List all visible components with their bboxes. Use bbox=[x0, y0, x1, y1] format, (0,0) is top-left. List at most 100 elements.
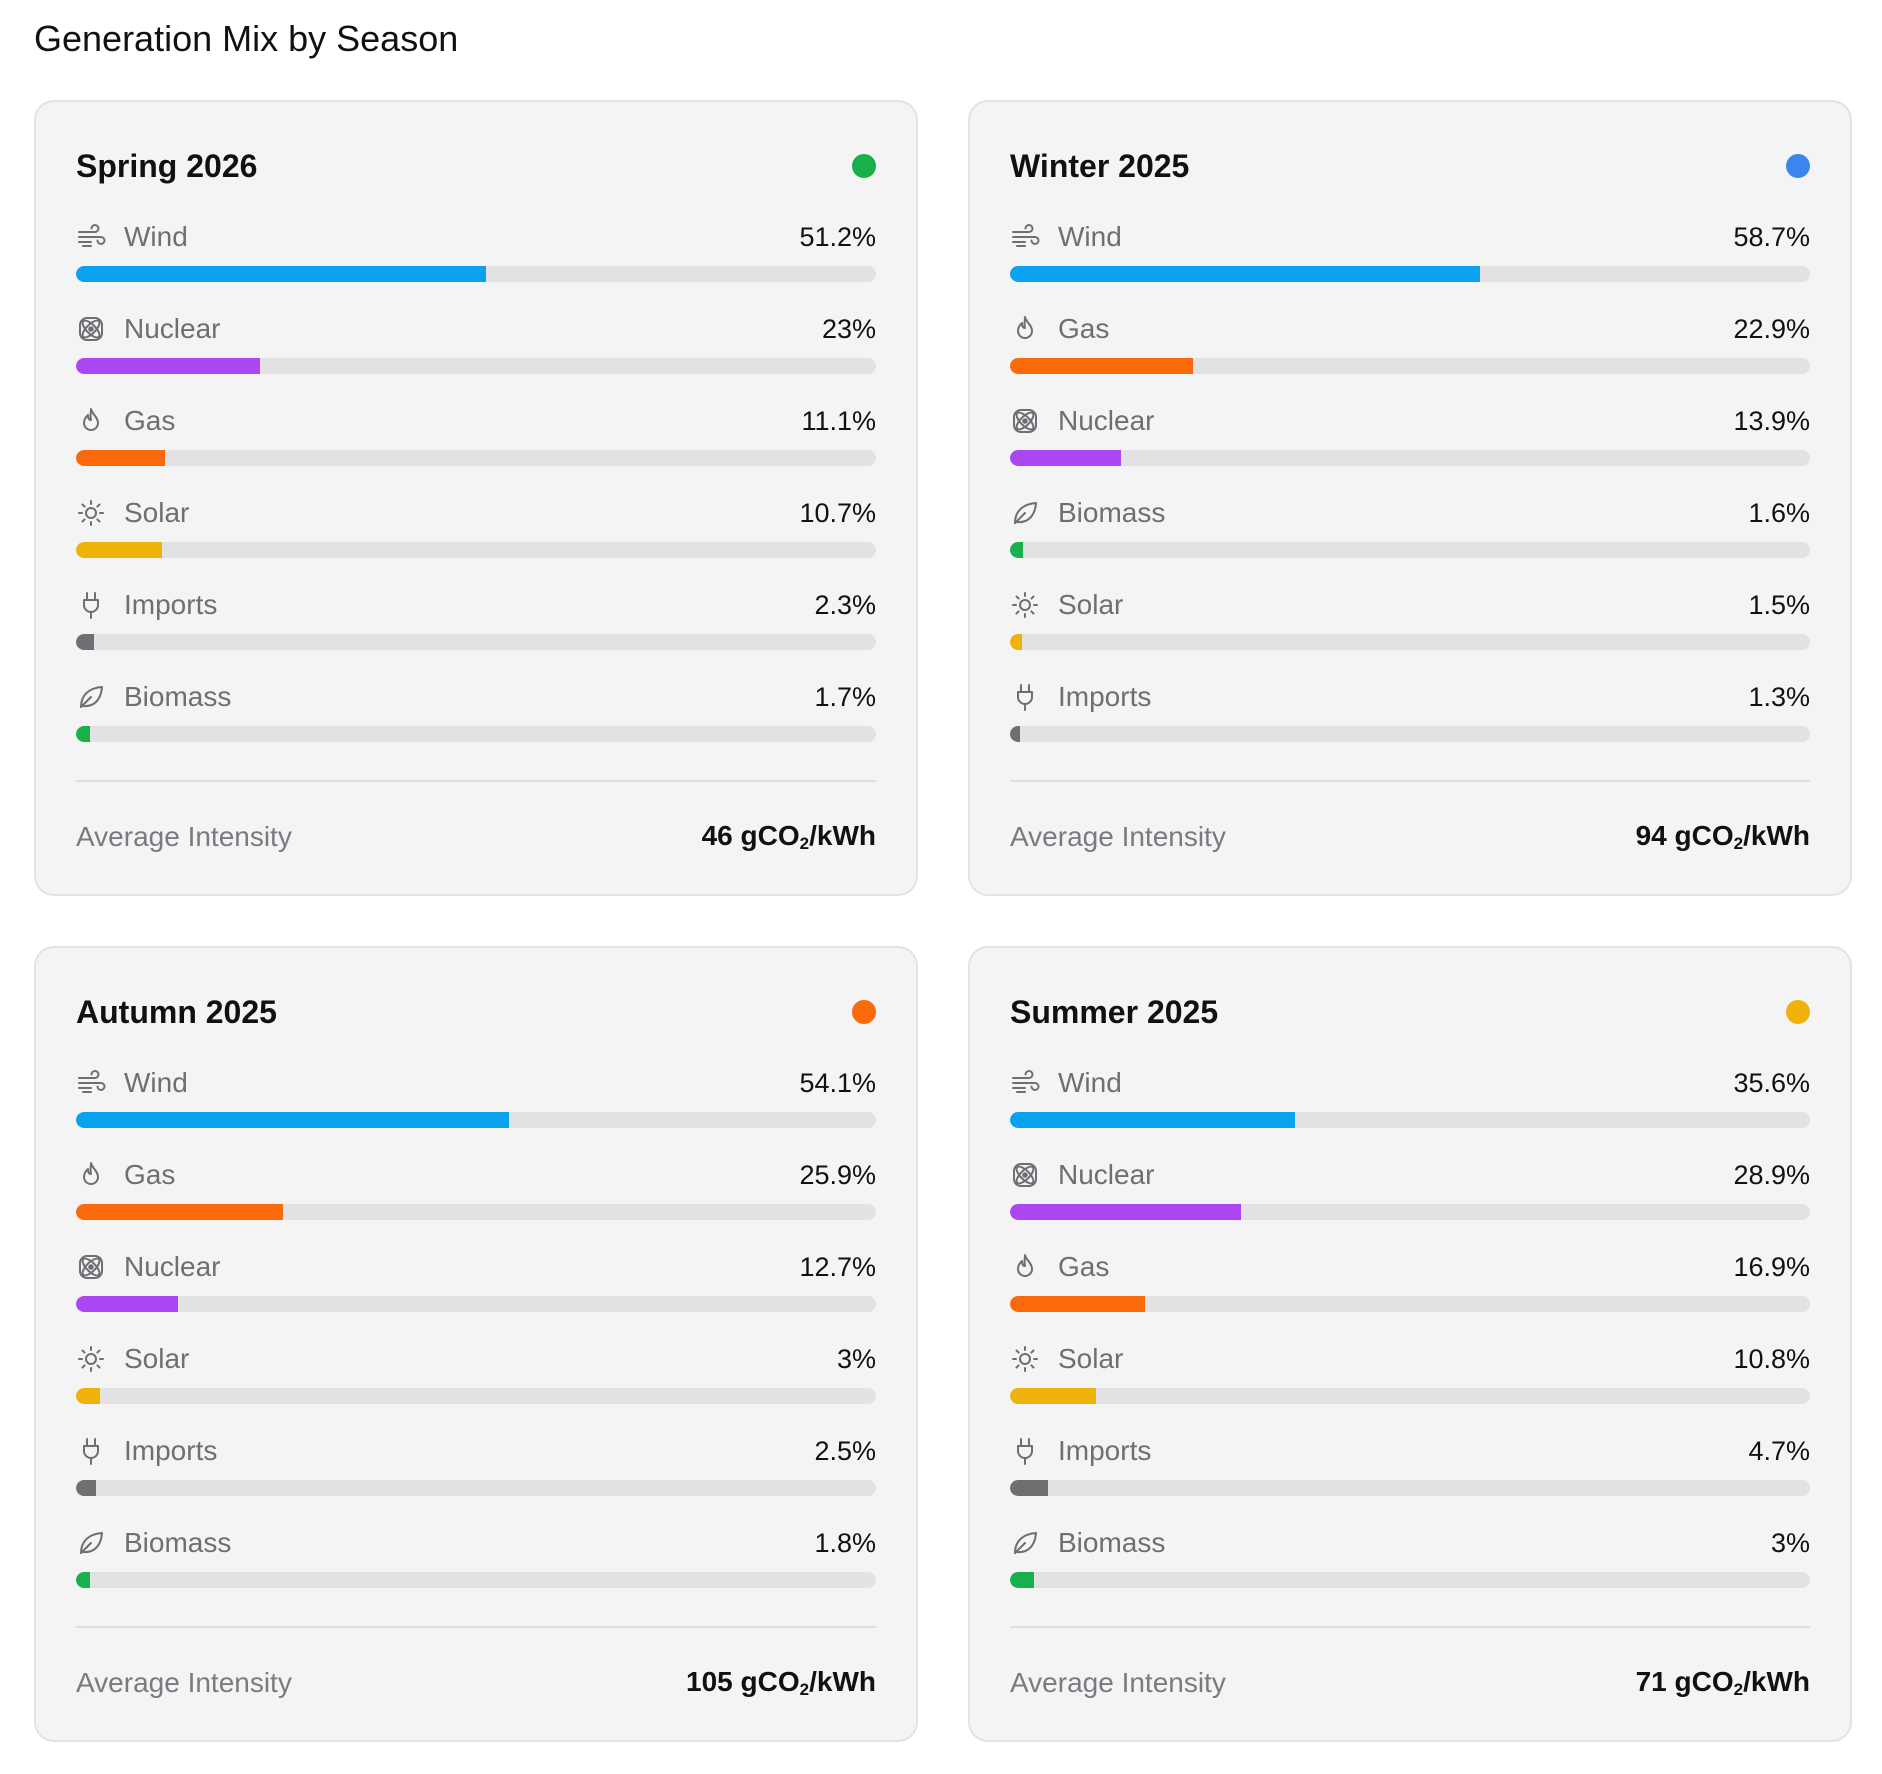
source-value-label: 2.3% bbox=[814, 589, 876, 620]
source-label: Wind bbox=[124, 1067, 188, 1098]
source-label: Nuclear bbox=[124, 1251, 221, 1282]
source-label: Solar bbox=[1058, 589, 1124, 620]
intensity-value: 105 gCO2/kWh bbox=[686, 1666, 876, 1700]
sun-icon bbox=[1010, 590, 1040, 620]
bar-gas bbox=[1010, 358, 1194, 374]
bar-track bbox=[76, 634, 876, 650]
source-label: Biomass bbox=[124, 681, 232, 712]
source-label: Solar bbox=[124, 497, 190, 528]
intensity-footer: Average Intensity 46 gCO2/kWh bbox=[76, 782, 876, 892]
season-card-spring-2026: Spring 2026 Wind 51.2% Nuclear 23% Gas 11.1% So… bbox=[34, 100, 918, 896]
season-status-dot bbox=[852, 154, 876, 178]
sun-icon bbox=[1010, 1344, 1040, 1374]
bar-track bbox=[76, 1204, 876, 1220]
source-value-label: 22.9% bbox=[1733, 313, 1810, 344]
bar-wind bbox=[76, 266, 486, 282]
intensity-unit-subscript: 2 bbox=[799, 834, 810, 853]
intensity-label: Average Intensity bbox=[76, 1667, 292, 1698]
source-row-biomass: Biomass 3% bbox=[1010, 1506, 1810, 1598]
intensity-footer: Average Intensity 94 gCO2/kWh bbox=[1010, 782, 1810, 892]
bar-gas bbox=[76, 1204, 284, 1220]
bar-biomass bbox=[76, 1572, 91, 1588]
bar-nuclear bbox=[1010, 450, 1122, 466]
bar-track bbox=[1010, 1112, 1810, 1128]
source-label: Nuclear bbox=[1058, 1159, 1155, 1190]
source-row-nuclear: Nuclear 12.7% bbox=[76, 1230, 876, 1322]
bar-track bbox=[1010, 542, 1810, 558]
source-label: Imports bbox=[1058, 681, 1152, 712]
intensity-unit-suffix: /kWh bbox=[1743, 820, 1810, 851]
atom-icon bbox=[76, 1252, 106, 1282]
source-list: Wind 54.1% Gas 25.9% Nuclear 12.7% Solar 3% Impo… bbox=[76, 1046, 876, 1598]
bar-track bbox=[76, 450, 876, 466]
season-card-summer-2025: Summer 2025 Wind 35.6% Nuclear 28.9% Gas 16.9%… bbox=[968, 946, 1852, 1742]
source-value-label: 4.7% bbox=[1748, 1435, 1810, 1466]
bar-biomass bbox=[1010, 1572, 1034, 1588]
source-label: Biomass bbox=[1058, 497, 1166, 528]
intensity-unit-suffix: /kWh bbox=[809, 820, 876, 851]
source-label: Biomass bbox=[124, 1527, 232, 1558]
intensity-unit: gCO bbox=[740, 820, 800, 851]
source-list: Wind 51.2% Nuclear 23% Gas 11.1% Solar 10.7% Imp… bbox=[76, 200, 876, 752]
bar-biomass bbox=[1010, 542, 1023, 558]
source-row-biomass: Biomass 1.6% bbox=[1010, 476, 1810, 568]
source-label: Wind bbox=[124, 221, 188, 252]
bar-track bbox=[76, 1480, 876, 1496]
source-value-label: 1.8% bbox=[814, 1527, 876, 1558]
plug-icon bbox=[76, 1436, 106, 1466]
source-row-biomass: Biomass 1.8% bbox=[76, 1506, 876, 1598]
bar-track bbox=[1010, 358, 1810, 374]
source-row-solar: Solar 10.7% bbox=[76, 476, 876, 568]
flame-icon bbox=[1010, 314, 1040, 344]
bar-track bbox=[1010, 1204, 1810, 1220]
source-label: Gas bbox=[124, 1159, 176, 1190]
atom-icon bbox=[1010, 406, 1040, 436]
source-row-wind: Wind 35.6% bbox=[1010, 1046, 1810, 1138]
intensity-unit-subscript: 2 bbox=[799, 1680, 810, 1699]
bar-gas bbox=[1010, 1296, 1146, 1312]
source-label: Gas bbox=[1058, 313, 1110, 344]
bar-solar bbox=[1010, 1388, 1097, 1404]
card-title: Spring 2026 bbox=[76, 147, 258, 184]
bar-track bbox=[1010, 1480, 1810, 1496]
source-row-imports: Imports 4.7% bbox=[1010, 1414, 1810, 1506]
source-row-wind: Wind 54.1% bbox=[76, 1046, 876, 1138]
source-value-label: 1.6% bbox=[1748, 497, 1810, 528]
intensity-unit: gCO bbox=[1674, 1666, 1734, 1697]
season-status-dot bbox=[1786, 1000, 1810, 1024]
bar-solar bbox=[76, 542, 162, 558]
source-value-label: 16.9% bbox=[1733, 1251, 1810, 1282]
source-value-label: 3% bbox=[836, 1343, 876, 1374]
source-label: Gas bbox=[1058, 1251, 1110, 1282]
flame-icon bbox=[1010, 1252, 1040, 1282]
source-value-label: 23% bbox=[821, 313, 876, 344]
atom-icon bbox=[76, 314, 106, 344]
source-value-label: 11.1% bbox=[801, 405, 876, 436]
bar-biomass bbox=[76, 726, 90, 742]
intensity-value: 46 gCO2/kWh bbox=[702, 820, 876, 854]
source-value-label: 10.7% bbox=[799, 497, 876, 528]
atom-icon bbox=[1010, 1160, 1040, 1190]
source-value-label: 2.5% bbox=[814, 1435, 876, 1466]
bar-imports bbox=[76, 1480, 96, 1496]
source-row-solar: Solar 1.5% bbox=[1010, 568, 1810, 660]
season-status-dot bbox=[852, 1000, 876, 1024]
bar-nuclear bbox=[76, 358, 260, 374]
source-value-label: 25.9% bbox=[799, 1159, 876, 1190]
bar-track bbox=[76, 1112, 876, 1128]
source-row-gas: Gas 22.9% bbox=[1010, 292, 1810, 384]
bar-track bbox=[1010, 726, 1810, 742]
bar-track bbox=[1010, 1388, 1810, 1404]
source-label: Nuclear bbox=[124, 313, 221, 344]
intensity-unit: gCO bbox=[740, 1666, 800, 1697]
bar-nuclear bbox=[1010, 1204, 1242, 1220]
bar-track bbox=[76, 358, 876, 374]
source-label: Wind bbox=[1058, 221, 1122, 252]
source-row-gas: Gas 25.9% bbox=[76, 1138, 876, 1230]
season-card-autumn-2025: Autumn 2025 Wind 54.1% Gas 25.9% Nuclear 12.7%… bbox=[34, 946, 918, 1742]
wind-icon bbox=[1010, 222, 1040, 252]
bar-imports bbox=[76, 634, 95, 650]
bar-wind bbox=[76, 1112, 509, 1128]
source-label: Biomass bbox=[1058, 1527, 1166, 1558]
source-row-imports: Imports 2.3% bbox=[76, 568, 876, 660]
